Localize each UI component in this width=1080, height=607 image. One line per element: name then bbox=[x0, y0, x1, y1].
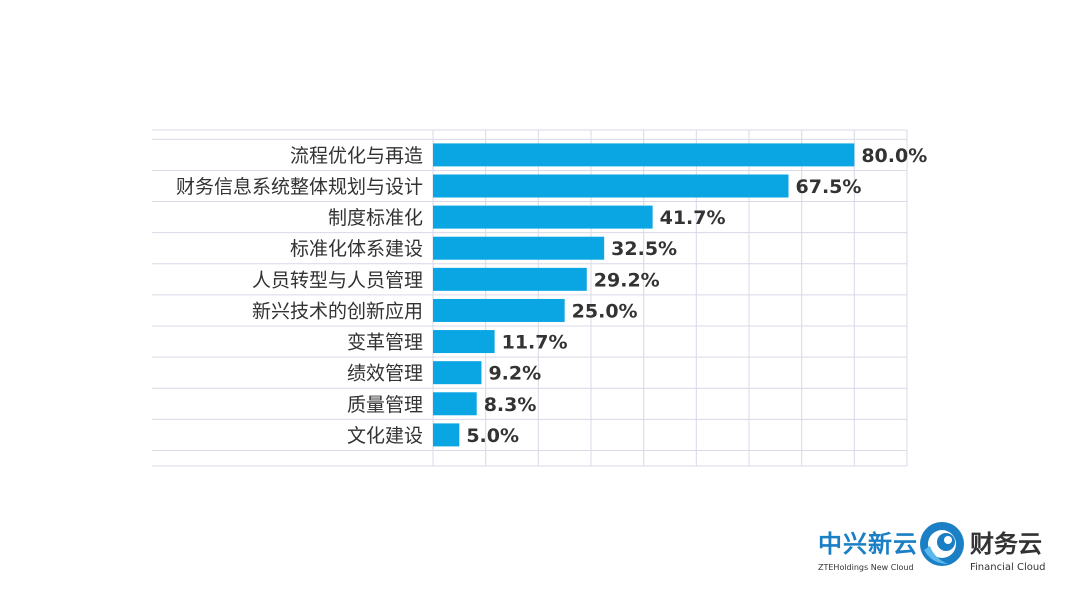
bar bbox=[433, 361, 482, 385]
category-label: 质量管理 bbox=[347, 394, 423, 416]
bar bbox=[433, 267, 587, 291]
bar bbox=[433, 423, 460, 447]
category-label: 新兴技术的创新应用 bbox=[252, 300, 423, 322]
value-label: 80.0% bbox=[861, 145, 927, 167]
category-label: 绩效管理 bbox=[347, 363, 423, 385]
value-label: 32.5% bbox=[611, 238, 677, 260]
value-label: 41.7% bbox=[660, 207, 726, 229]
cloud-swirl-icon bbox=[920, 522, 964, 566]
value-label: 5.0% bbox=[466, 425, 519, 447]
value-label: 8.3% bbox=[484, 394, 537, 416]
value-label: 25.0% bbox=[572, 300, 638, 322]
label-layer: 流程优化与再造 80.0% 财务信息系统整体规划与设计 67.5% 制度标准化 41.7%… bbox=[176, 145, 927, 447]
logo-product-name: 财务云 bbox=[970, 530, 1042, 558]
category-label: 流程优化与再造 bbox=[290, 145, 423, 167]
value-label: 11.7% bbox=[502, 332, 568, 354]
company-logo: 中兴新云 ZTEHoldings New Cloud 财务云 Financial… bbox=[818, 520, 1058, 576]
category-label: 文化建设 bbox=[347, 425, 423, 447]
value-label: 9.2% bbox=[488, 363, 541, 385]
value-label: 67.5% bbox=[796, 176, 862, 198]
bar bbox=[433, 205, 653, 229]
logo-brand-english: ZTEHoldings New Cloud bbox=[818, 563, 914, 572]
logo-product-english: Financial Cloud bbox=[970, 562, 1046, 573]
bar bbox=[433, 143, 855, 167]
category-label: 制度标准化 bbox=[328, 207, 423, 229]
category-label: 人员转型与人员管理 bbox=[252, 269, 423, 291]
logo-brand-name: 中兴新云 bbox=[818, 530, 918, 558]
value-label: 29.2% bbox=[594, 269, 660, 291]
bar bbox=[433, 174, 789, 198]
bar bbox=[433, 298, 565, 322]
bar bbox=[433, 236, 605, 260]
bar-layer bbox=[433, 143, 855, 447]
bar bbox=[433, 392, 477, 416]
category-label: 变革管理 bbox=[347, 332, 423, 354]
logo-right-block: 财务云 Financial Cloud bbox=[970, 524, 1046, 573]
category-label: 标准化体系建设 bbox=[290, 238, 423, 260]
logo-left-block: 中兴新云 ZTEHoldings New Cloud bbox=[818, 524, 918, 572]
category-label: 财务信息系统整体规划与设计 bbox=[176, 176, 423, 198]
bar bbox=[433, 330, 495, 354]
